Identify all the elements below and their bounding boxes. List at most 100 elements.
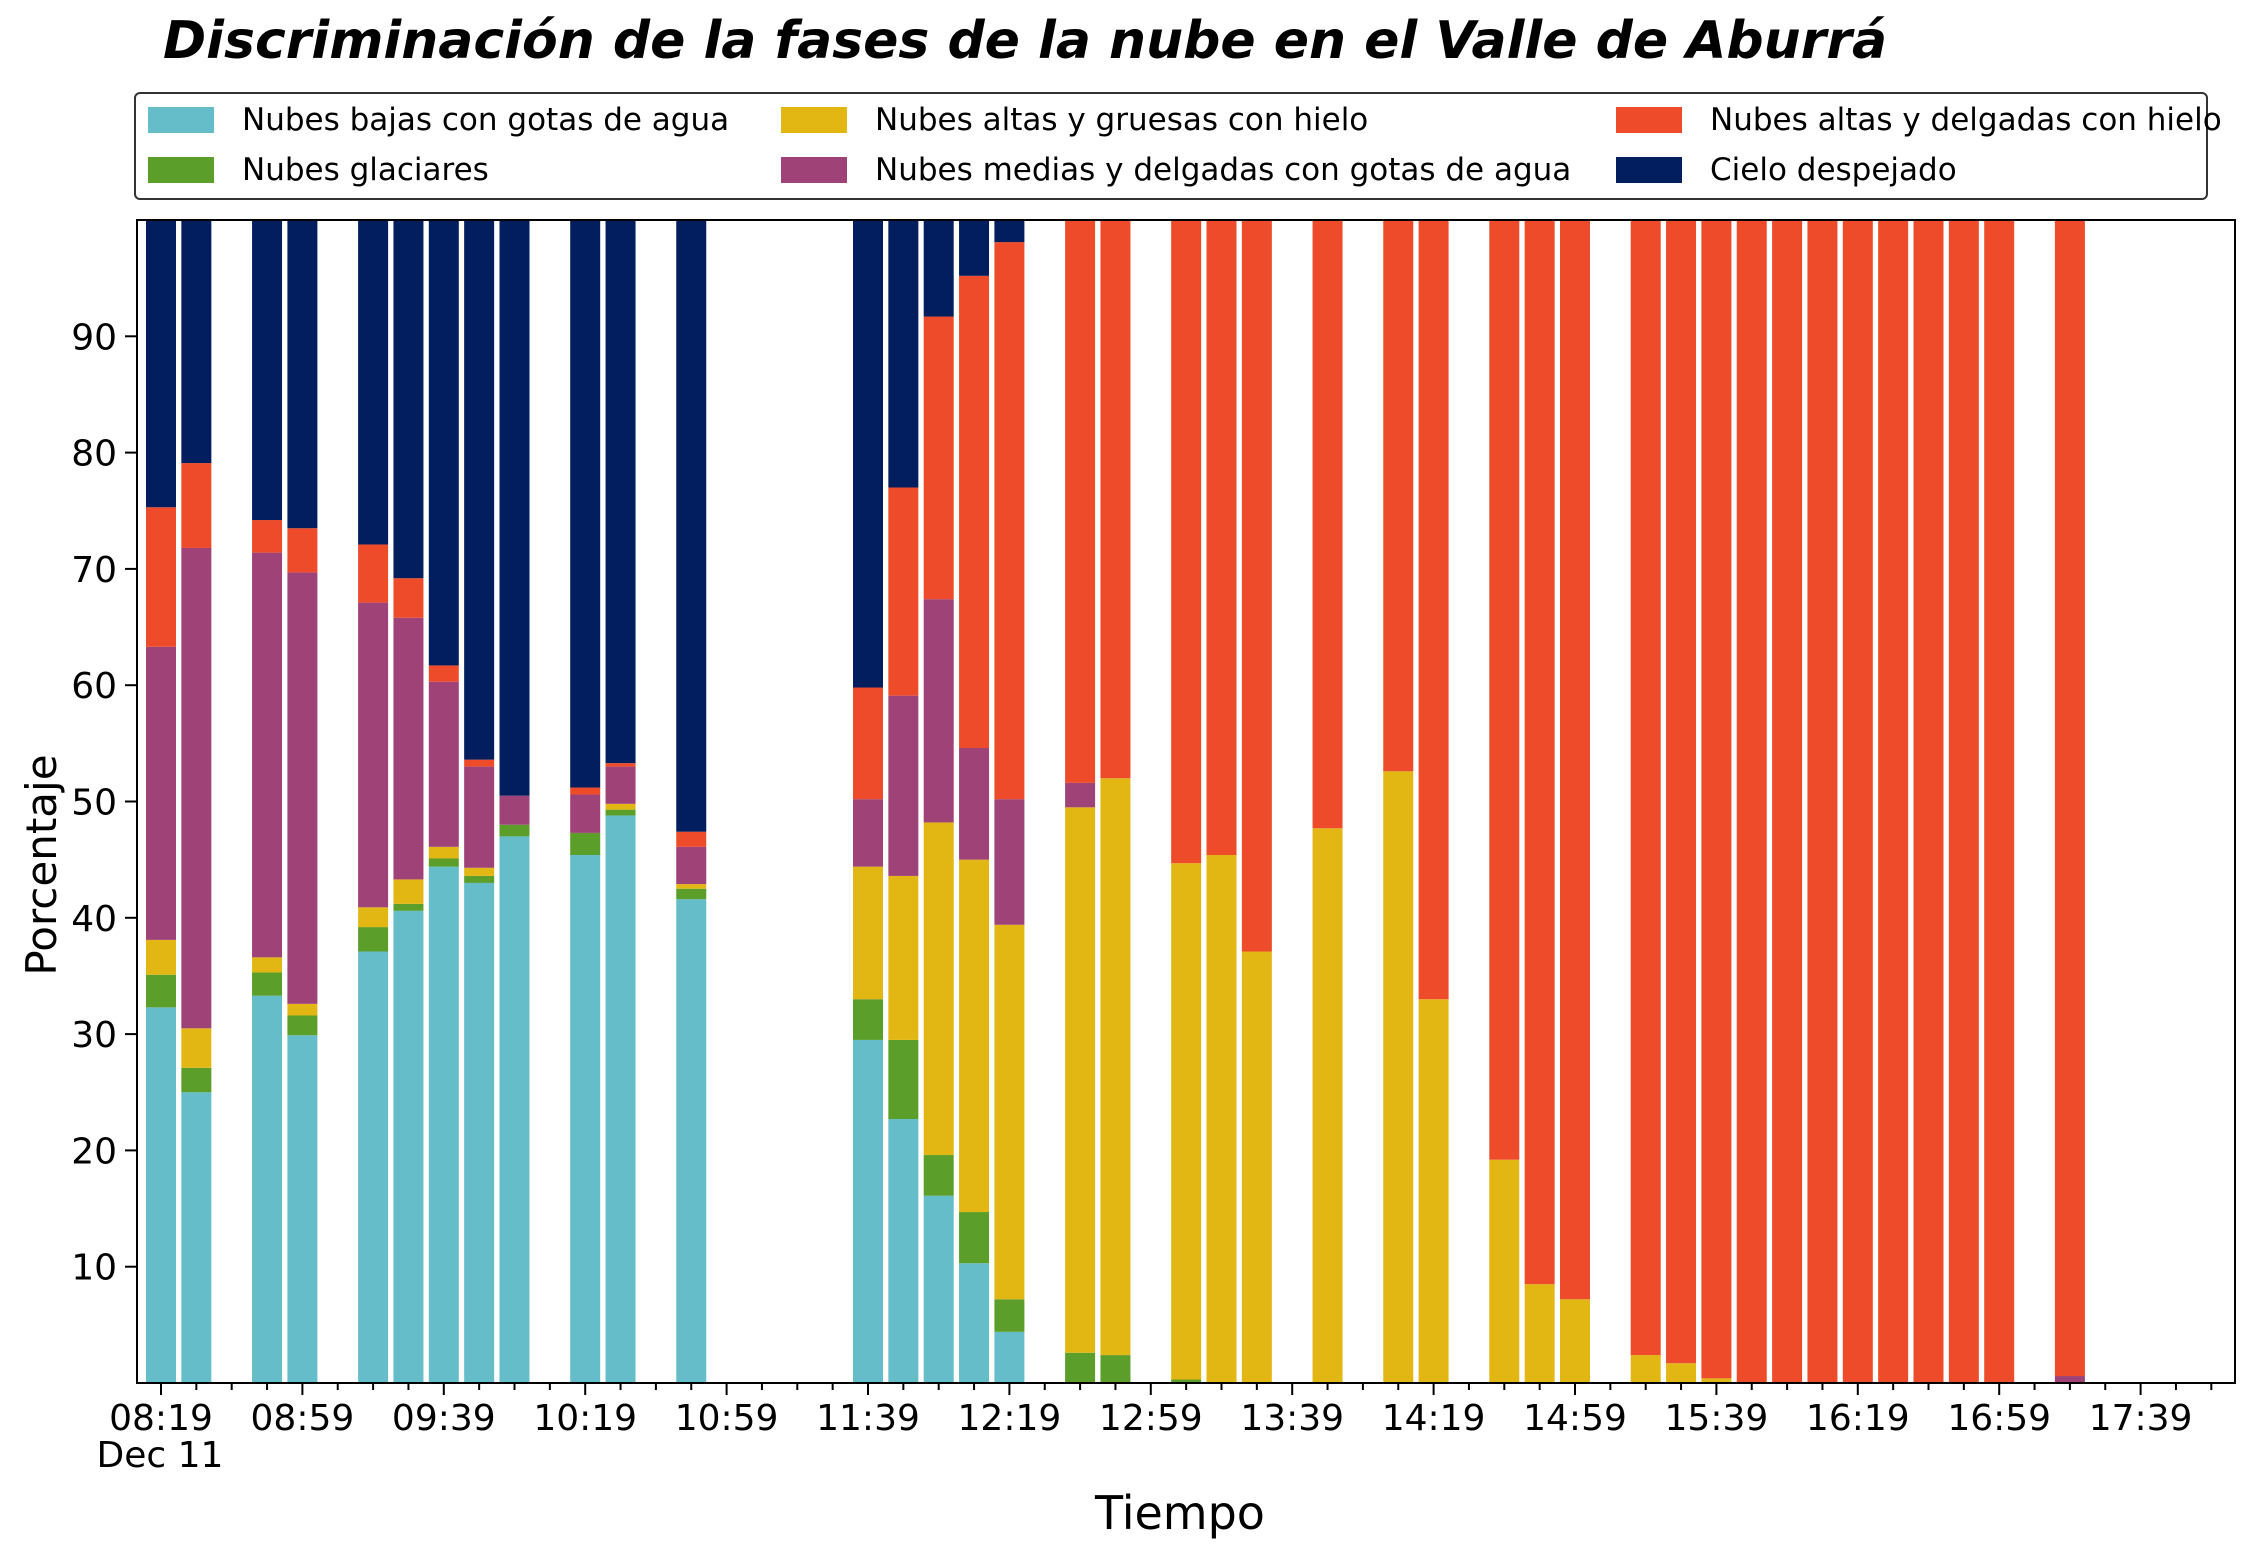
bar-segment-1159-s2 [923, 822, 954, 1156]
x-axis: 08:19 08:59 09:39 10:19 10:59 11:39 12:19 12:59… [109, 1383, 2213, 1439]
bar-segment-1459-s2 [1560, 1299, 1590, 1383]
x-axis-date-label: Dec 11 [96, 1435, 224, 1476]
bar-segment-1139-s5 [853, 220, 883, 688]
bar-segment-1409-s2 [1383, 771, 1414, 1383]
legend-item: Nubes medias y delgadas con gotas de agu… [781, 150, 1571, 190]
y-tick-label: 70 [71, 550, 117, 591]
bar-segment-0939-s1 [428, 858, 459, 867]
bar-segment-1209-s2 [959, 859, 990, 1213]
bar-segment-1219-s1 [994, 1299, 1025, 1332]
legend-swatch [781, 107, 847, 133]
bar-segment-1019-s5 [570, 220, 601, 788]
bar-segment-0929-s3 [393, 617, 424, 880]
legend-swatch [1616, 157, 1682, 183]
bar-segment-1309-s2 [1171, 863, 1202, 1380]
legend-item: Cielo despejado [1616, 150, 1957, 190]
y-axis-label: Porcentaje [17, 754, 66, 976]
bar-segment-1159-s0 [923, 1195, 954, 1383]
bar-segment-1019-s1 [570, 832, 601, 855]
bar-segment-0919-s3 [358, 602, 389, 908]
bar-segment-1719-s3 [2054, 1376, 2085, 1383]
bar-segment-0849-s4 [252, 520, 283, 553]
x-tick-label: 10:19 [533, 1398, 637, 1439]
bar-segment-0849-s5 [252, 220, 283, 521]
bar-segment-0949-s4 [464, 759, 495, 767]
x-tick-label: 08:59 [251, 1398, 355, 1439]
bar-segment-1529-s4 [1666, 220, 1697, 1364]
bar-segment-1549-s4 [1736, 220, 1767, 1383]
bar-segment-0859-s2 [287, 1003, 318, 1016]
y-tick-label: 60 [71, 666, 117, 707]
bar-segment-1049-s1 [676, 888, 707, 900]
y-tick-label: 20 [71, 1131, 117, 1172]
bar-segment-0859-s4 [287, 528, 318, 573]
bar-segment-1239-s4 [1065, 220, 1096, 783]
x-tick-label: 12:19 [958, 1398, 1062, 1439]
bar-segment-1049-s0 [676, 899, 707, 1383]
bar-segment-1019-s0 [570, 854, 601, 1383]
bar-segment-1019-s3 [570, 794, 601, 833]
bar-segment-0929-s0 [393, 910, 424, 1383]
bar-segment-1449-s2 [1524, 1284, 1555, 1383]
bar-segment-1519-s4 [1630, 220, 1661, 1356]
bar-segment-0859-s5 [287, 220, 318, 529]
bar-segment-1439-s4 [1489, 220, 1520, 1160]
bar-segment-0949-s2 [464, 867, 495, 876]
legend-swatch [148, 107, 214, 133]
bar-segment-1349-s2 [1312, 828, 1343, 1383]
bar-segment-1629-s4 [1878, 220, 1909, 1383]
bar-segment-0939-s5 [428, 220, 459, 666]
bar-segment-1419-s2 [1418, 999, 1449, 1383]
bar-segment-1309-s1 [1171, 1379, 1202, 1383]
x-tick-label: 11:39 [816, 1398, 920, 1439]
bar-segment-1319-s4 [1206, 220, 1237, 855]
legend-label: Nubes glaciares [242, 152, 489, 188]
bar-segment-1159-s3 [923, 599, 954, 823]
bar-segment-1159-s1 [923, 1155, 954, 1196]
legend-item: Nubes altas y gruesas con hielo [781, 100, 1368, 140]
bar-segment-1649-s4 [1948, 220, 1979, 1383]
bar-segment-0939-s3 [428, 681, 459, 847]
bar-segment-0919-s0 [358, 951, 389, 1383]
bars-layer [146, 220, 2085, 1383]
bar-segment-1209-s1 [959, 1212, 990, 1264]
legend-item: Nubes glaciares [148, 150, 489, 190]
bar-segment-1539-s2 [1701, 1378, 1732, 1383]
bar-segment-1619-s4 [1842, 220, 1873, 1383]
bar-segment-0949-s5 [464, 220, 495, 760]
bar-segment-1149-s0 [888, 1118, 919, 1383]
bar-segment-1659-s4 [1984, 220, 2015, 1383]
bar-segment-1249-s1 [1100, 1355, 1131, 1383]
x-tick-label: 10:59 [675, 1398, 779, 1439]
bar-segment-0929-s5 [393, 220, 424, 579]
bar-segment-1139-s1 [853, 999, 883, 1040]
bar-segment-1149-s4 [888, 487, 919, 696]
y-tick-label: 90 [71, 317, 117, 358]
bar-segment-1209-s4 [959, 275, 990, 749]
legend-item: Nubes altas y delgadas con hielo [1616, 100, 2222, 140]
bar-segment-1029-s4 [605, 763, 636, 767]
bar-segment-0959-s3 [499, 795, 530, 825]
bar-segment-1719-s4 [2054, 220, 2085, 1377]
bar-segment-1529-s2 [1666, 1363, 1697, 1383]
x-tick-label: 17:39 [2089, 1398, 2193, 1439]
bar-segment-1049-s3 [676, 846, 707, 885]
bar-segment-1049-s5 [676, 220, 707, 832]
bar-segment-1219-s2 [994, 924, 1025, 1300]
bar-segment-1029-s5 [605, 220, 636, 764]
bar-segment-1539-s4 [1701, 220, 1732, 1379]
bar-segment-0919-s4 [358, 544, 389, 603]
legend-label: Cielo despejado [1710, 152, 1957, 188]
bar-segment-0929-s1 [393, 903, 424, 911]
bar-segment-1249-s4 [1100, 220, 1131, 779]
bar-segment-0859-s0 [287, 1035, 318, 1383]
bar-segment-1219-s4 [994, 242, 1025, 800]
legend-swatch [781, 157, 847, 183]
bar-segment-0819-s4 [146, 507, 176, 647]
bar-segment-1329-s4 [1241, 220, 1272, 952]
bar-segment-1139-s3 [853, 799, 883, 867]
bar-segment-0959-s1 [499, 824, 530, 837]
bar-segment-1029-s3 [605, 766, 636, 804]
bar-segment-0939-s2 [428, 846, 459, 859]
bar-segment-1209-s5 [959, 220, 990, 276]
